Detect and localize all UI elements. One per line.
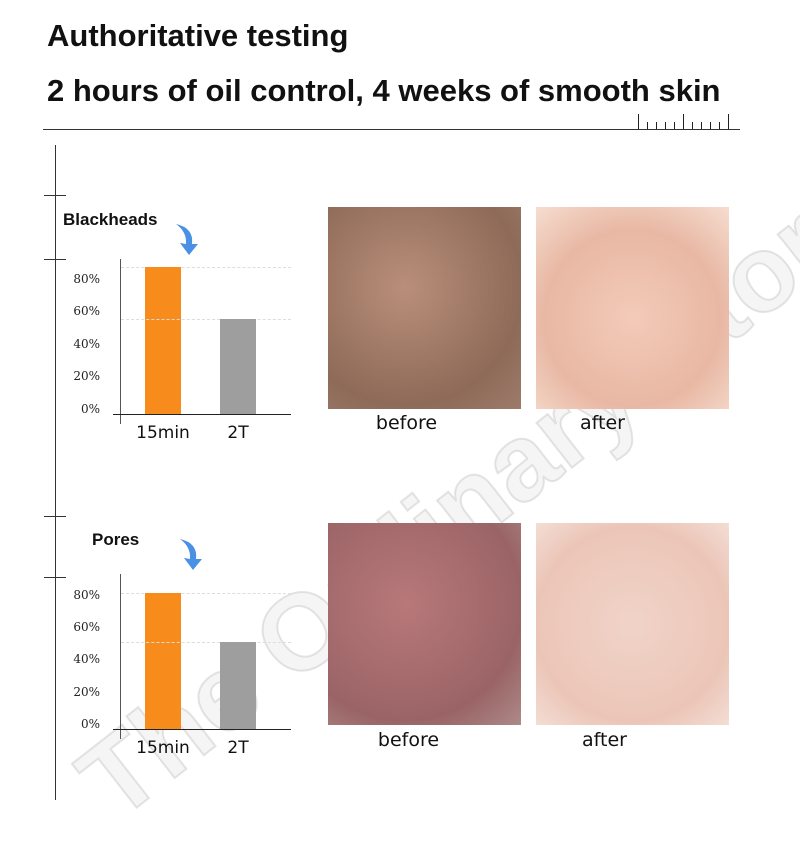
page-subtitle: 2 hours of oil control, 4 weeks of smoot… (47, 73, 721, 108)
y-tick-label: 0% (80, 402, 100, 416)
y-axis (120, 259, 121, 424)
blackheads-before-photo (328, 207, 521, 409)
after-label: after (580, 412, 625, 434)
blackheads-after-photo (536, 207, 729, 409)
y-tick-label: 20% (73, 684, 100, 699)
ruler-tick (701, 122, 702, 129)
page-title: Authoritative testing (47, 18, 349, 53)
header-rule (43, 129, 740, 130)
x-tick-label: 15min (136, 738, 190, 758)
x-axis (113, 414, 291, 415)
bar-2T (220, 319, 256, 414)
before-label: before (377, 729, 440, 751)
gridline (121, 593, 291, 595)
y-tick-label: 60% (73, 304, 100, 319)
chart-title: Blackheads (63, 210, 158, 229)
x-tick-label: 2T (227, 738, 249, 758)
y-tick-label: 40% (73, 336, 100, 351)
timeline-tick (44, 259, 66, 260)
y-tick-label: 80% (73, 587, 100, 602)
ruler-tick (638, 114, 639, 129)
y-tick-label: 40% (73, 652, 100, 667)
chart-title: Pores (92, 530, 140, 549)
ruler-tick (665, 122, 666, 129)
ruler-tick (647, 122, 648, 129)
timeline-tick (44, 516, 66, 517)
x-axis (113, 729, 291, 730)
bar-15min (145, 593, 181, 729)
gridline (121, 267, 291, 269)
bar-2T (220, 641, 256, 729)
ruler-tick (719, 122, 720, 129)
ruler-tick (683, 114, 684, 129)
down-arrow-icon (176, 224, 198, 255)
before-label: before (375, 412, 438, 434)
gridline (121, 319, 291, 321)
timeline-line (55, 145, 56, 800)
after-label: after (582, 729, 627, 751)
y-tick-label: 20% (73, 369, 100, 384)
y-tick-label: 0% (80, 717, 100, 731)
x-tick-label: 2T (227, 423, 249, 443)
ruler-tick (674, 122, 675, 129)
timeline-tick (44, 195, 66, 196)
ruler-tick (728, 114, 729, 129)
down-arrow-icon (180, 539, 202, 570)
ruler-tick (692, 122, 693, 129)
pores-after-photo (536, 523, 729, 725)
ruler-tick (656, 122, 657, 129)
y-axis (120, 574, 121, 739)
gridline (121, 641, 291, 643)
ruler-tick (710, 122, 711, 129)
timeline-tick (44, 577, 66, 578)
pores-before-photo (328, 523, 521, 725)
y-tick-label: 80% (73, 271, 100, 286)
x-tick-label: 15min (136, 423, 190, 443)
y-tick-label: 60% (73, 620, 100, 635)
bar-15min (145, 267, 181, 414)
